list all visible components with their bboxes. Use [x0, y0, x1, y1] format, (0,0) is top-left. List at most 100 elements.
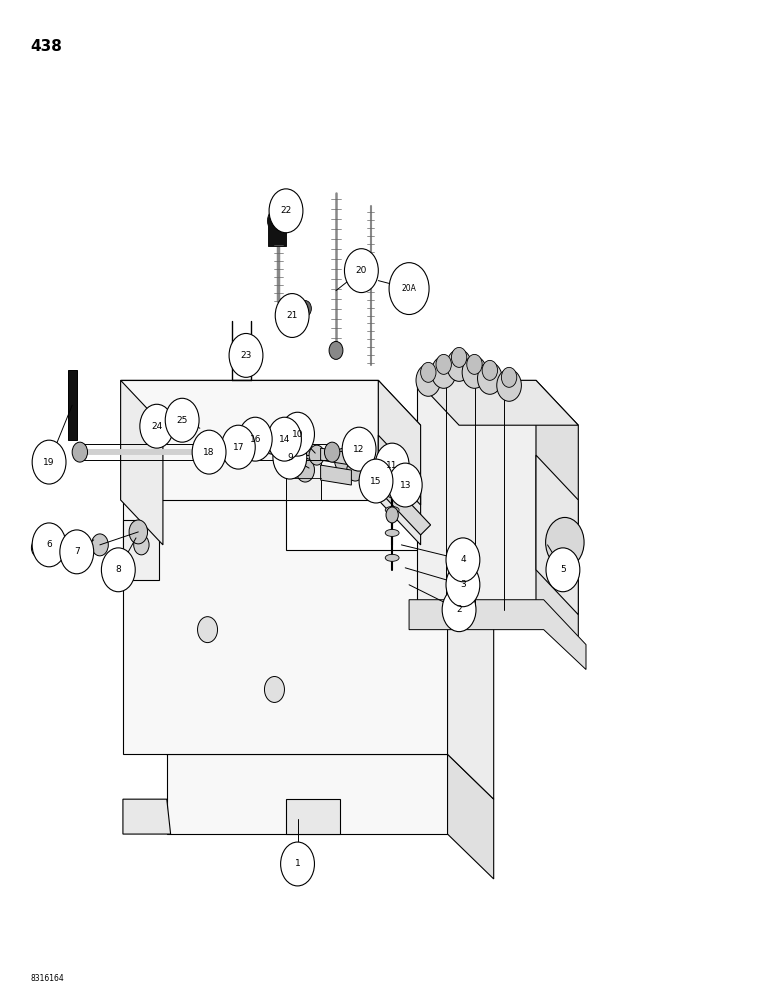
Circle shape: [266, 436, 279, 454]
Circle shape: [329, 341, 343, 359]
Circle shape: [60, 530, 93, 574]
Polygon shape: [123, 450, 448, 754]
Polygon shape: [378, 380, 421, 545]
Polygon shape: [268, 221, 286, 246]
Text: 17: 17: [232, 443, 244, 452]
Text: 16: 16: [249, 435, 261, 444]
Polygon shape: [286, 455, 320, 500]
Polygon shape: [409, 600, 586, 670]
Circle shape: [546, 548, 580, 592]
Circle shape: [91, 534, 108, 556]
Circle shape: [452, 347, 467, 367]
Circle shape: [344, 249, 378, 293]
Circle shape: [482, 360, 497, 380]
Circle shape: [280, 412, 314, 456]
Circle shape: [198, 617, 218, 643]
Circle shape: [342, 427, 376, 471]
Circle shape: [359, 459, 393, 503]
Text: 25: 25: [177, 416, 188, 425]
Circle shape: [32, 440, 66, 484]
Text: 21: 21: [286, 311, 298, 320]
Text: 2: 2: [456, 605, 462, 614]
Circle shape: [436, 354, 452, 374]
Text: 12: 12: [354, 445, 364, 454]
Polygon shape: [372, 470, 380, 492]
Polygon shape: [40, 544, 46, 552]
Polygon shape: [123, 799, 171, 834]
Text: 3: 3: [460, 580, 466, 589]
Text: 9: 9: [287, 453, 293, 462]
Circle shape: [268, 417, 301, 461]
Ellipse shape: [385, 506, 399, 513]
Circle shape: [324, 442, 340, 462]
Text: 18: 18: [203, 448, 215, 457]
Ellipse shape: [385, 554, 399, 561]
Circle shape: [386, 459, 398, 475]
Polygon shape: [417, 380, 578, 425]
Circle shape: [222, 425, 256, 469]
Text: 7: 7: [74, 547, 80, 556]
Text: 1: 1: [295, 859, 300, 868]
Ellipse shape: [385, 529, 399, 536]
Polygon shape: [286, 799, 340, 834]
Circle shape: [388, 463, 422, 507]
Text: 20A: 20A: [401, 284, 417, 293]
Polygon shape: [320, 465, 351, 485]
Text: 11: 11: [387, 461, 398, 470]
Polygon shape: [378, 435, 421, 505]
Circle shape: [280, 842, 314, 886]
Circle shape: [239, 417, 273, 461]
Circle shape: [101, 548, 135, 592]
Circle shape: [447, 349, 472, 381]
Polygon shape: [120, 380, 421, 425]
Circle shape: [446, 538, 480, 582]
Circle shape: [265, 677, 284, 702]
Circle shape: [134, 535, 149, 555]
Circle shape: [269, 189, 303, 233]
Polygon shape: [286, 450, 448, 550]
Polygon shape: [120, 380, 378, 500]
Circle shape: [416, 364, 441, 396]
Polygon shape: [167, 754, 448, 834]
Polygon shape: [536, 455, 578, 615]
Circle shape: [421, 362, 436, 382]
Text: 22: 22: [280, 206, 292, 215]
Circle shape: [334, 448, 353, 472]
Circle shape: [347, 459, 364, 481]
Circle shape: [129, 520, 147, 544]
Circle shape: [273, 435, 306, 479]
Polygon shape: [391, 470, 398, 492]
Text: 8316164: 8316164: [31, 974, 64, 983]
Circle shape: [389, 263, 429, 315]
Circle shape: [165, 398, 199, 442]
Polygon shape: [86, 544, 92, 552]
Text: 23: 23: [240, 351, 252, 360]
Text: 10: 10: [292, 430, 303, 439]
Text: 19: 19: [43, 458, 55, 467]
Circle shape: [32, 523, 66, 567]
Circle shape: [375, 443, 409, 487]
Circle shape: [446, 563, 480, 607]
Text: 24: 24: [151, 422, 162, 431]
Circle shape: [229, 333, 263, 377]
Circle shape: [432, 356, 456, 388]
Polygon shape: [120, 380, 163, 545]
Circle shape: [140, 404, 174, 448]
Polygon shape: [320, 448, 351, 465]
Polygon shape: [167, 754, 493, 799]
Polygon shape: [63, 544, 69, 552]
Circle shape: [442, 588, 476, 632]
Text: 20: 20: [356, 266, 367, 275]
Polygon shape: [70, 544, 76, 552]
Circle shape: [72, 442, 87, 462]
Text: 15: 15: [371, 477, 381, 486]
Polygon shape: [363, 470, 371, 492]
Circle shape: [276, 294, 309, 337]
Polygon shape: [417, 380, 536, 610]
Polygon shape: [78, 544, 84, 552]
Text: 438: 438: [31, 39, 63, 54]
Circle shape: [296, 458, 314, 482]
Circle shape: [467, 354, 482, 374]
Polygon shape: [448, 754, 493, 879]
Circle shape: [32, 539, 46, 557]
